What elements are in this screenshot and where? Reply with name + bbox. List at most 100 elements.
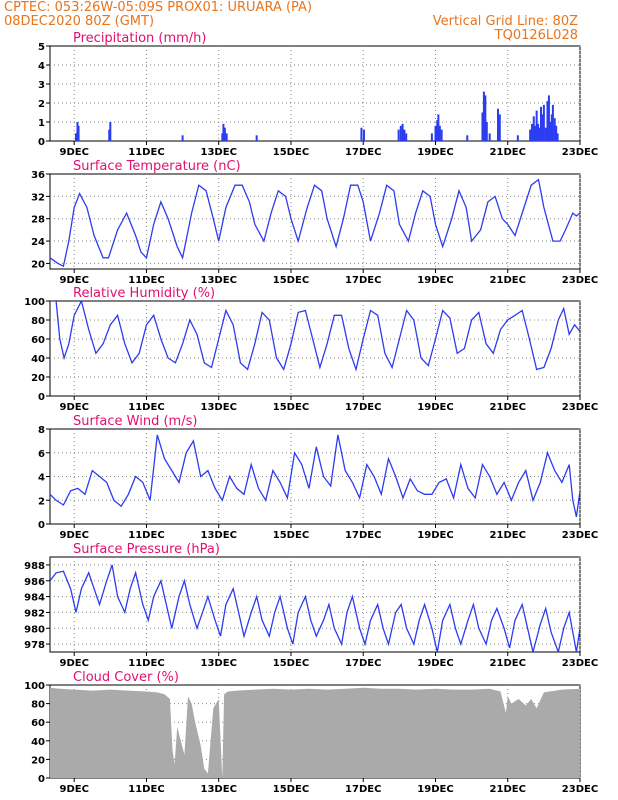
precipitation-ytick-label: 5 <box>38 42 45 53</box>
precipitation-bar <box>541 114 544 141</box>
wind-xtick-label: 11DEC <box>128 530 164 541</box>
precipitation-bar <box>437 114 440 141</box>
humidity-panel: Relative Humidity (%) 0 20 40 60 80 100 9DEC 11D… <box>24 286 598 413</box>
precipitation-bar <box>484 95 487 141</box>
precipitation-bar <box>544 127 547 141</box>
humidity-data <box>50 301 580 372</box>
precipitation-bar <box>549 122 552 141</box>
precipitation-bar <box>498 114 501 141</box>
wind-xtick-label: 19DEC <box>417 530 453 541</box>
cloud-cover-area <box>50 687 580 778</box>
precipitation-xtick-label: 19DEC <box>417 147 453 158</box>
precipitation-xtick-label: 23DEC <box>562 147 598 158</box>
pressure-ytick-label: 986 <box>24 577 45 588</box>
precipitation-bar <box>76 122 79 141</box>
precipitation-ytick-label: 3 <box>38 80 45 91</box>
precipitation-bar <box>539 106 542 141</box>
temperature-ytick-label: 20 <box>31 259 45 270</box>
wind-data <box>50 434 580 518</box>
humidity-ytick-label: 0 <box>38 392 45 403</box>
precipitation-bar <box>360 127 363 141</box>
precipitation-bar <box>550 114 553 141</box>
precipitation-bar <box>397 129 400 141</box>
precipitation-xtick-label: 9DEC <box>59 147 88 158</box>
humidity-ytick-label: 20 <box>31 373 45 384</box>
precipitation-bar <box>532 116 535 141</box>
cloud-cover-ytick-label: 40 <box>31 737 45 748</box>
header-grid-note: Vertical Grid Line: 80Z <box>433 14 578 29</box>
precipitation-bar <box>362 129 365 141</box>
header-run-id: TQ0126L028 <box>494 28 578 43</box>
temperature-xtick-label: 11DEC <box>128 275 164 286</box>
precipitation-ytick-label: 0 <box>38 137 45 148</box>
humidity-xtick-label: 13DEC <box>201 402 237 413</box>
precipitation-bar <box>496 108 499 141</box>
wind-xtick-label: 9DEC <box>59 530 88 541</box>
wind-xtick-label: 17DEC <box>345 530 381 541</box>
wind-ytick-label: 2 <box>38 496 45 507</box>
wind-ytick-label: 0 <box>38 520 45 531</box>
pressure-xtick-label: 13DEC <box>201 658 237 669</box>
pressure-line <box>50 564 580 652</box>
precipitation-bar <box>555 125 558 141</box>
pressure-xtick-label: 11DEC <box>128 658 164 669</box>
precipitation-xtick-label: 11DEC <box>128 147 164 158</box>
precipitation-bar <box>436 120 439 141</box>
precipitation-bar <box>482 91 485 141</box>
pressure-ytick-label: 978 <box>24 640 45 651</box>
precipitation-bar <box>430 133 433 141</box>
precipitation-title: Precipitation (mm/h) <box>73 31 206 46</box>
precipitation-bar <box>534 125 537 141</box>
precipitation-xtick-label: 17DEC <box>345 147 381 158</box>
pressure-ytick-label: 984 <box>24 593 45 604</box>
cloud-cover-title: Cloud Cover (%) <box>73 670 179 685</box>
humidity-xtick-label: 17DEC <box>345 402 381 413</box>
precipitation-bar <box>109 122 112 141</box>
precipitation-ytick-label: 1 <box>38 118 45 129</box>
humidity-line <box>50 301 580 372</box>
precipitation-bar <box>222 123 225 141</box>
precipitation-bar <box>529 129 532 141</box>
temperature-line <box>50 178 580 268</box>
cloud-cover-xtick-label: 17DEC <box>345 784 381 795</box>
precipitation-bar <box>434 125 437 141</box>
precipitation-bar <box>108 129 111 141</box>
humidity-xtick-label: 9DEC <box>59 402 88 413</box>
precipitation-bar <box>530 123 533 141</box>
precipitation-data <box>75 91 559 141</box>
cloud-cover-panel: Cloud Cover (%) 0 20 40 60 80 100 9DEC 11DEC 13DE… <box>24 670 598 795</box>
cloud-cover-data <box>50 687 580 778</box>
precipitation-xtick-label: 13DEC <box>201 147 237 158</box>
cloud-cover-xtick-label: 15DEC <box>273 784 309 795</box>
header-run-date: 08DEC2020 80Z (GMT) <box>4 14 154 29</box>
cloud-cover-ytick-label: 60 <box>31 718 45 729</box>
precipitation-bar <box>225 133 228 141</box>
wind-ytick-label: 6 <box>38 449 45 460</box>
pressure-xtick-label: 17DEC <box>345 658 381 669</box>
temperature-xtick-label: 21DEC <box>490 275 526 286</box>
precipitation-bar <box>466 135 469 141</box>
precipitation-ytick-label: 4 <box>38 61 45 72</box>
precipitation-bar <box>403 129 406 141</box>
humidity-xtick-label: 21DEC <box>490 402 526 413</box>
wind-ytick-label: 8 <box>38 425 45 436</box>
precipitation-bar <box>405 133 408 141</box>
temperature-xtick-label: 13DEC <box>201 275 237 286</box>
precipitation-bar <box>553 118 556 141</box>
humidity-ytick-label: 40 <box>31 354 45 365</box>
temperature-ytick-label: 36 <box>31 170 45 181</box>
humidity-title: Relative Humidity (%) <box>73 286 215 301</box>
humidity-ytick-label: 60 <box>31 335 45 346</box>
cloud-cover-ytick-label: 100 <box>24 681 45 692</box>
temperature-xtick-label: 19DEC <box>417 275 453 286</box>
temperature-frame <box>49 173 581 270</box>
precipitation-bar <box>440 129 443 141</box>
pressure-xtick-label: 19DEC <box>417 658 453 669</box>
humidity-xtick-label: 15DEC <box>273 402 309 413</box>
pressure-frame <box>49 556 581 653</box>
precipitation-bar <box>221 133 224 141</box>
precipitation-panel: Precipitation (mm/h) 0 1 2 3 4 5 9DEC 11DEC 13DEC… <box>38 31 598 158</box>
precipitation-ytick-label: 2 <box>38 99 45 110</box>
pressure-xtick-label: 9DEC <box>59 658 88 669</box>
precipitation-bar <box>547 95 550 141</box>
